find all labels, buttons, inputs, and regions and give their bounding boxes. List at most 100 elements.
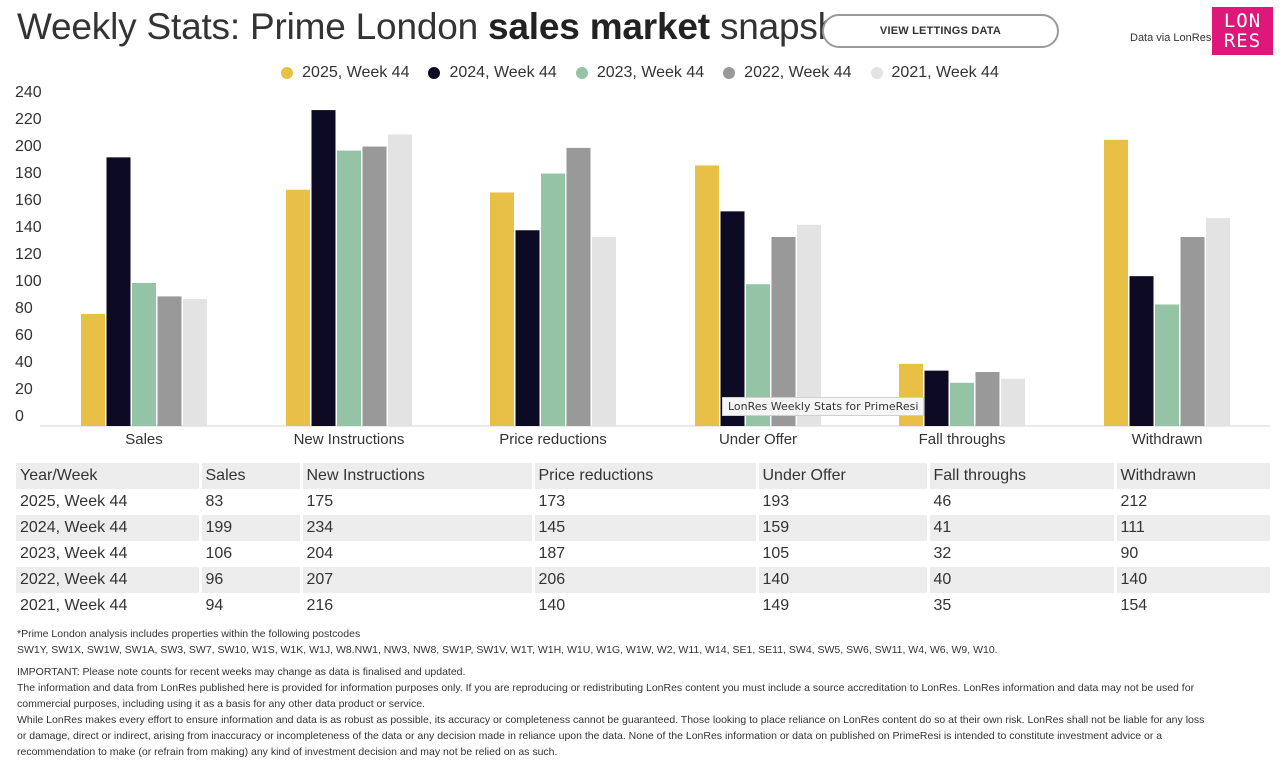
legend-dot-2024 bbox=[428, 67, 441, 79]
view-lettings-data-button[interactable]: VIEW LETTINGS DATA bbox=[822, 14, 1059, 48]
bar-new-instructions-2025 bbox=[286, 189, 310, 426]
cell-price-reductions: 206 bbox=[533, 567, 759, 593]
cell-withdrawn: 140 bbox=[1115, 567, 1273, 593]
cell-under-offer: 140 bbox=[757, 567, 930, 593]
bar-fall-throughs-2023 bbox=[950, 382, 974, 426]
y-tick-label: 140 bbox=[15, 219, 42, 236]
y-tick-label: 180 bbox=[15, 165, 42, 182]
y-tick-label: 80 bbox=[15, 300, 33, 317]
lonres-logo[interactable]: LON RES bbox=[1212, 7, 1273, 55]
bar-sales-2025 bbox=[81, 313, 105, 426]
legend-item-2022[interactable]: 2022, Week 44 bbox=[713, 64, 852, 82]
cell-new-instructions: 207 bbox=[301, 567, 535, 593]
header-withdrawn: Withdrawn bbox=[1115, 463, 1273, 489]
cell-withdrawn: 154 bbox=[1115, 593, 1273, 619]
y-tick-label: 0 bbox=[15, 408, 24, 425]
cell-year-week: 2022, Week 44 bbox=[16, 567, 202, 593]
disclaimer-line: The information and data from LonRes pub… bbox=[17, 682, 1195, 694]
category-label-sales: Sales bbox=[125, 431, 163, 448]
table-row: 2023, Week 44 106 204 187 105 32 90 bbox=[16, 541, 1273, 567]
cell-sales: 106 bbox=[200, 541, 303, 567]
cell-sales: 83 bbox=[200, 489, 303, 515]
legend-item-2024[interactable]: 2024, Week 44 bbox=[418, 64, 557, 82]
legend-dot-2023 bbox=[575, 67, 588, 79]
bar-under-offer-2024 bbox=[720, 211, 745, 426]
header-price-reductions: Price reductions bbox=[533, 463, 759, 489]
cell-fall-throughs: 46 bbox=[928, 489, 1117, 515]
bar-under-offer-2025 bbox=[695, 165, 719, 426]
bar-price-reductions-2025 bbox=[490, 192, 514, 426]
bar-new-instructions-2021 bbox=[388, 134, 412, 426]
disclaimer-line: commercial purposes, including using it … bbox=[17, 698, 425, 710]
legend-dot-2025 bbox=[281, 67, 294, 79]
logo-line-2: RES bbox=[1223, 30, 1262, 52]
legend-dot-2021 bbox=[870, 67, 883, 79]
header-fall-throughs: Fall throughs bbox=[928, 463, 1117, 489]
logo-line-1: LON bbox=[1223, 10, 1262, 32]
data-source-label: Data via LonRes bbox=[1130, 32, 1212, 44]
disclaimer-line: or damage, direct or indirect, arising f… bbox=[17, 730, 1163, 742]
bar-withdrawn-2025 bbox=[1104, 139, 1128, 427]
cell-year-week: 2021, Week 44 bbox=[16, 593, 202, 619]
legend-label-2023: 2023, Week 44 bbox=[596, 64, 705, 81]
cell-fall-throughs: 32 bbox=[928, 541, 1117, 567]
y-tick-label: 120 bbox=[15, 246, 42, 263]
title-prefix: Weekly Stats: Prime London bbox=[17, 6, 489, 47]
y-tick-label: 220 bbox=[15, 111, 42, 128]
header-sales: Sales bbox=[200, 463, 303, 489]
y-tick-label: 200 bbox=[15, 138, 42, 155]
bar-new-instructions-2024 bbox=[311, 110, 336, 426]
cell-price-reductions: 140 bbox=[533, 593, 759, 619]
cell-under-offer: 193 bbox=[757, 489, 930, 515]
legend-item-2025[interactable]: 2025, Week 44 bbox=[281, 64, 409, 82]
table-header-row: Year/Week Sales New Instructions Price r… bbox=[16, 463, 1273, 489]
chart-legend: 2025, Week 44 2024, Week 44 2023, Week 4… bbox=[0, 64, 1280, 82]
legend-label-2025: 2025, Week 44 bbox=[302, 64, 410, 81]
data-table: Year/Week Sales New Instructions Price r… bbox=[16, 463, 1273, 619]
bar-sales-2021 bbox=[183, 299, 207, 426]
header-new-instructions: New Instructions bbox=[301, 463, 535, 489]
cell-price-reductions: 187 bbox=[533, 541, 759, 567]
y-tick-label: 100 bbox=[15, 273, 42, 290]
header-year-week: Year/Week bbox=[16, 463, 202, 489]
bar-price-reductions-2022 bbox=[566, 147, 591, 426]
important-note: IMPORTANT: Please note counts for recent… bbox=[17, 666, 466, 678]
cell-withdrawn: 111 bbox=[1115, 515, 1273, 541]
bar-sales-2022 bbox=[157, 296, 182, 426]
legend-item-2021[interactable]: 2021, Week 44 bbox=[861, 64, 999, 82]
cell-year-week: 2025, Week 44 bbox=[16, 489, 202, 515]
postcodes-heading: *Prime London analysis includes properti… bbox=[17, 628, 361, 640]
bar-sales-2024 bbox=[106, 157, 131, 426]
cell-new-instructions: 216 bbox=[301, 593, 535, 619]
bar-withdrawn-2021 bbox=[1206, 218, 1230, 426]
cell-fall-throughs: 41 bbox=[928, 515, 1117, 541]
bar-new-instructions-2023 bbox=[337, 150, 361, 426]
table-row: 2024, Week 44 199 234 145 159 41 111 bbox=[16, 515, 1273, 541]
bar-fall-throughs-2022 bbox=[975, 372, 1000, 426]
title-bold: sales market bbox=[488, 6, 710, 47]
bar-chart: 0 20 40 60 80 100 120 140 160 180 200 220 240 Sales Ne… bbox=[15, 84, 1270, 448]
cell-withdrawn: 212 bbox=[1115, 489, 1273, 515]
y-tick-label: 60 bbox=[15, 327, 33, 344]
postcodes-list: SW1Y, SW1X, SW1W, SW1A, SW3, SW7, SW10, … bbox=[17, 644, 998, 656]
cell-sales: 96 bbox=[200, 567, 303, 593]
bar-under-offer-2022 bbox=[771, 237, 796, 426]
y-tick-label: 20 bbox=[15, 381, 33, 398]
header-under-offer: Under Offer bbox=[757, 463, 930, 489]
legend-item-2023[interactable]: 2023, Week 44 bbox=[566, 64, 704, 82]
table-row: 2025, Week 44 83 175 173 193 46 212 bbox=[16, 489, 1273, 515]
disclaimer-line: While LonRes makes every effort to ensur… bbox=[17, 714, 1205, 726]
y-tick-label: 160 bbox=[15, 192, 42, 209]
category-label-under-offer: Under Offer bbox=[719, 431, 797, 448]
bar-price-reductions-2024 bbox=[515, 230, 540, 426]
bar-fall-throughs-2024 bbox=[924, 370, 949, 426]
cell-year-week: 2024, Week 44 bbox=[16, 515, 202, 541]
bar-price-reductions-2021 bbox=[592, 237, 616, 426]
cell-new-instructions: 204 bbox=[301, 541, 535, 567]
bar-under-offer-2021 bbox=[797, 224, 821, 426]
cell-new-instructions: 234 bbox=[301, 515, 535, 541]
y-tick-label: 40 bbox=[15, 354, 33, 371]
legend-label-2021: 2021, Week 44 bbox=[891, 64, 999, 81]
cell-under-offer: 159 bbox=[757, 515, 930, 541]
cell-price-reductions: 173 bbox=[533, 489, 759, 515]
